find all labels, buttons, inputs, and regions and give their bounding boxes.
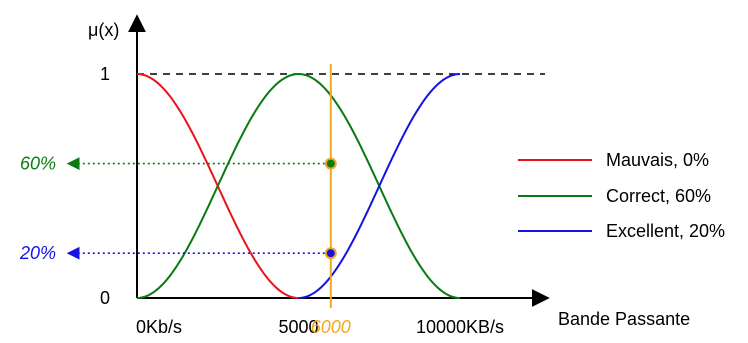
y-tick-label: 0 [100, 288, 110, 308]
x-tick-label: 10000KB/s [416, 317, 504, 337]
x-tick-label: 0Kb/s [136, 317, 182, 337]
y-axis-label: μ(x) [88, 20, 119, 40]
intersection-point-20 [324, 247, 337, 260]
x-axis-label: Bande Passante [558, 309, 690, 329]
projection-label-20: 20% [19, 243, 56, 263]
series-line-correct [136, 72, 461, 299]
x-tick-label: 5000 [278, 317, 318, 337]
y-tick-label: 1 [100, 64, 110, 84]
series-line-excellent [298, 73, 461, 299]
legend: Mauvais, 0% Correct, 60% Excellent, 20% [518, 150, 725, 241]
x-marker-label: 6000 [311, 317, 351, 337]
legend-label-mauvais: Mauvais, 0% [606, 150, 709, 170]
intersection-point-60 [324, 157, 337, 170]
legend-label-excellent: Excellent, 20% [606, 221, 725, 241]
legend-label-correct: Correct, 60% [606, 186, 711, 206]
projection-label-60: 60% [20, 154, 56, 174]
